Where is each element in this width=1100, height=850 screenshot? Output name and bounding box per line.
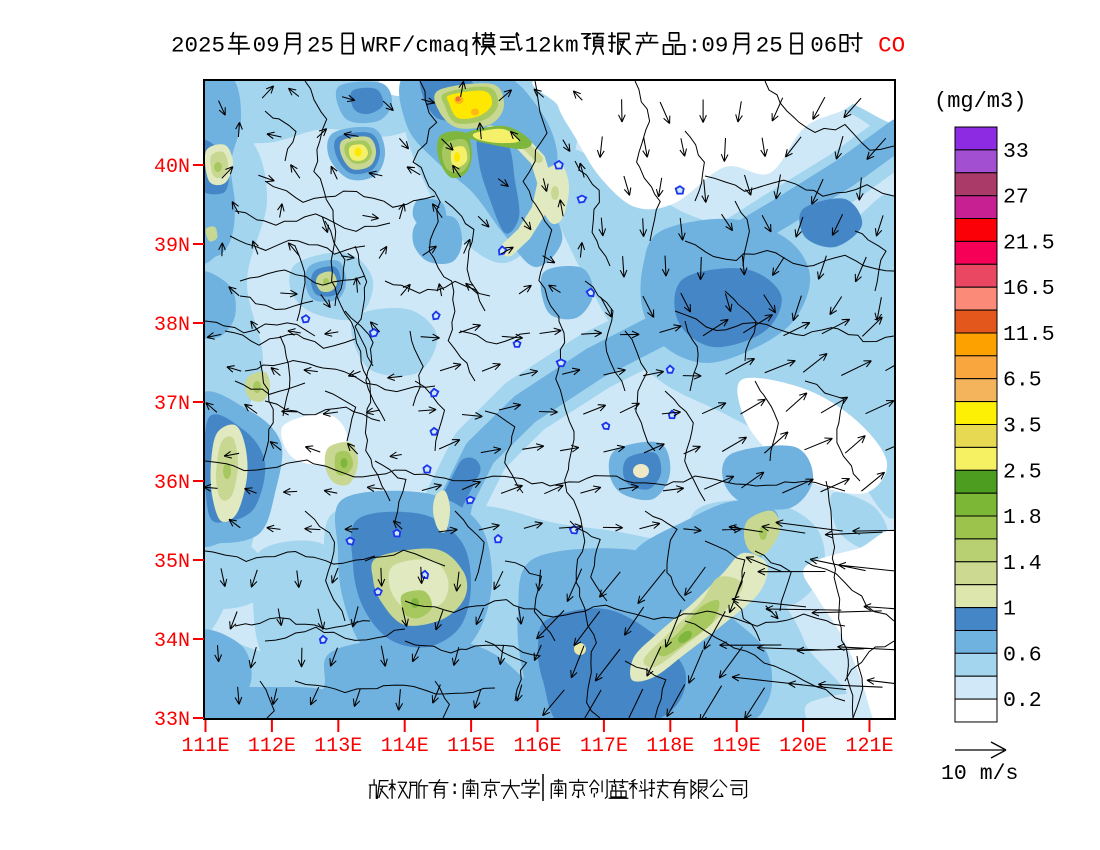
svg-text:1.8: 1.8 (1003, 506, 1042, 530)
svg-text:16.5: 16.5 (1003, 277, 1055, 301)
svg-text:27: 27 (1003, 186, 1029, 210)
svg-text:2.5: 2.5 (1003, 460, 1042, 484)
svg-text:116E: 116E (513, 735, 561, 758)
svg-text:(mg/m3): (mg/m3) (934, 89, 1026, 114)
svg-text:113E: 113E (314, 735, 362, 758)
svg-text:06: 06 (810, 33, 837, 59)
svg-text:1.4: 1.4 (1003, 552, 1042, 576)
svg-text:25: 25 (307, 33, 334, 59)
svg-text:10 m/s: 10 m/s (941, 762, 1018, 786)
svg-text:0.2: 0.2 (1003, 689, 1042, 713)
svg-text:33: 33 (1003, 140, 1029, 164)
svg-text:1: 1 (1003, 598, 1016, 622)
svg-text:09: 09 (253, 33, 280, 59)
svg-text:119E: 119E (713, 735, 761, 758)
svg-text::: : (688, 33, 702, 59)
svg-text:35N: 35N (154, 551, 190, 574)
svg-text:2025: 2025 (171, 33, 225, 59)
svg-text:11.5: 11.5 (1003, 323, 1055, 347)
svg-text:38N: 38N (154, 314, 190, 337)
svg-text:39N: 39N (154, 235, 190, 258)
svg-text:WRF/cmaq: WRF/cmaq (361, 33, 469, 59)
svg-text:6.5: 6.5 (1003, 369, 1042, 393)
svg-text:112E: 112E (248, 735, 296, 758)
svg-text:09: 09 (701, 33, 728, 59)
svg-text:121E: 121E (845, 735, 893, 758)
svg-text:12km: 12km (525, 33, 579, 59)
svg-text:120E: 120E (779, 735, 827, 758)
svg-text:37N: 37N (154, 393, 190, 416)
svg-text:33N: 33N (154, 709, 190, 732)
svg-text:111E: 111E (181, 735, 229, 758)
svg-text:CO: CO (865, 33, 906, 59)
svg-text:3.5: 3.5 (1003, 415, 1042, 439)
svg-text:34N: 34N (154, 630, 190, 653)
svg-text:40N: 40N (154, 156, 190, 179)
svg-text:115E: 115E (447, 735, 495, 758)
svg-text:117E: 117E (580, 735, 628, 758)
svg-text:25: 25 (756, 33, 783, 59)
svg-text:21.5: 21.5 (1003, 231, 1055, 255)
svg-text:118E: 118E (646, 735, 694, 758)
svg-text:36N: 36N (154, 472, 190, 495)
svg-text::: : (449, 778, 460, 800)
svg-text:114E: 114E (381, 735, 429, 758)
svg-text:0.6: 0.6 (1003, 643, 1042, 667)
